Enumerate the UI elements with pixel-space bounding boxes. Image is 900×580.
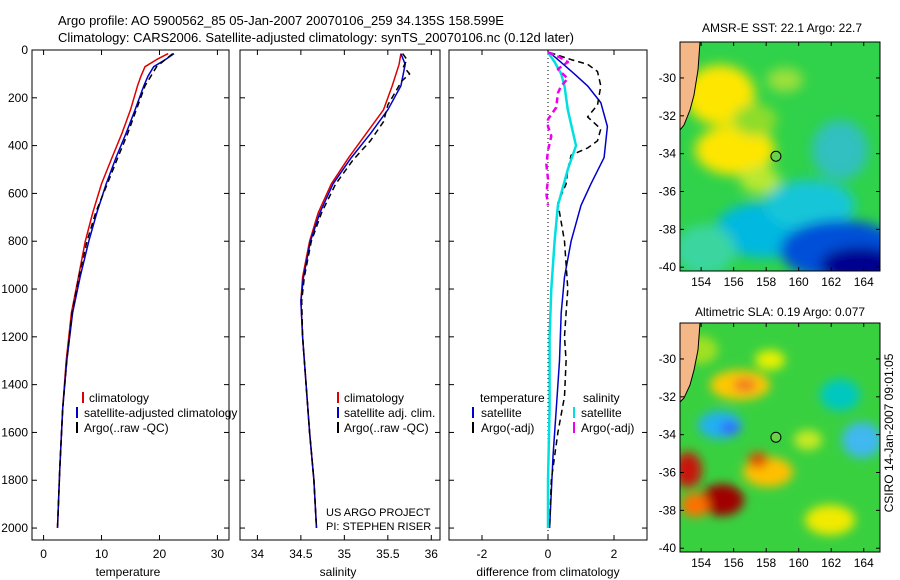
y-tick-label: 2000 — [1, 521, 28, 535]
map-y-tick-label: -40 — [659, 260, 677, 274]
temperature-legend: climatology satellite-adjusted climatolo… — [76, 391, 237, 435]
y-tick-label: 1200 — [1, 330, 28, 344]
map-y-tick-label: -40 — [659, 541, 677, 555]
y-tick-label: 800 — [8, 234, 28, 248]
y-tick-label: 400 — [8, 139, 28, 153]
x-tick-label: 20 — [153, 547, 167, 561]
map-y-tick-label: -32 — [659, 109, 677, 123]
legend-label-climatology: climatology — [344, 391, 404, 405]
sla-map-frame — [679, 322, 881, 553]
series-line-salinity-satellite — [546, 51, 578, 528]
legend-label-climatology: climatology — [89, 391, 149, 405]
legend-label-temp-satellite: satellite — [481, 406, 522, 420]
credit-pi: PI: STEPHEN RISER — [326, 521, 431, 533]
x-tick-label: 2 — [611, 547, 618, 561]
y-tick-label: 1600 — [1, 425, 28, 439]
map-x-tick-label: 154 — [691, 556, 711, 570]
map-x-tick-label: 162 — [821, 275, 841, 289]
sst-map-title: AMSR-E SST: 22.1 Argo: 22.7 — [702, 21, 862, 35]
argo-float-marker — [770, 431, 782, 443]
side-timestamp-label: CSIRO 14-Jan-2007 09:01:05 — [882, 353, 896, 512]
temperature-panel: 0 10 20 30 0 200 400 600 800 1000 1200 1400 1600 1800… — [1, 43, 237, 579]
land-coast — [680, 323, 701, 403]
temperature-axes-box — [31, 49, 230, 541]
y-tick-label: 1800 — [1, 473, 28, 487]
map-x-tick-label: 164 — [854, 275, 874, 289]
sst-map-frame — [679, 41, 881, 272]
difference-plot-area: -2 0 2 — [449, 49, 647, 561]
x-tick-label: 30 — [211, 547, 225, 561]
legend-label-argo: Argo(..raw -QC) — [84, 421, 169, 435]
temperature-plot-area: 0 10 20 30 0 200 400 600 800 1000 1200 1400 1600 1800… — [1, 43, 229, 561]
x-tick-label: 0 — [545, 547, 552, 561]
y-tick-label: 200 — [8, 91, 28, 105]
x-tick-label: 10 — [95, 547, 109, 561]
x-tick-label: -2 — [477, 547, 488, 561]
salinity-plot-area: 34 34.5 35 35.5 36 — [240, 49, 440, 561]
map-y-tick-label: -38 — [659, 222, 677, 236]
map-y-tick-label: -32 — [659, 390, 677, 404]
y-tick-label: 1000 — [1, 282, 28, 296]
legend-label-sal-argo: Argo(-adj) — [581, 421, 634, 435]
map-x-tick-label: 158 — [756, 275, 776, 289]
legend-label-satellite: satellite adj. clim. — [344, 406, 435, 420]
difference-panel: -2 0 2 difference from climatology tempera… — [448, 49, 648, 579]
sla-map-axes: 154 156 158 160 162 164 -30 -32 -34 -36 -38 -40 — [659, 323, 880, 570]
y-tick-label: 600 — [8, 186, 28, 200]
map-x-tick-label: 156 — [724, 275, 744, 289]
salinity-axes-box — [239, 49, 441, 541]
sla-map-panel: Altimetric SLA: 0.19 Argo: 0.077 — [659, 305, 881, 570]
x-tick-label: 35 — [338, 547, 352, 561]
map-y-tick-label: -36 — [659, 466, 677, 480]
salinity-panel: 34 34.5 35 35.5 36 salinity climatology sate… — [239, 49, 441, 579]
x-tick-label: 0 — [40, 547, 47, 561]
map-y-tick-label: -38 — [659, 503, 677, 517]
legend-label-argo: Argo(..raw -QC) — [344, 421, 429, 435]
salinity-legend: climatology satellite adj. clim. Argo(..… — [337, 391, 435, 435]
map-y-tick-label: -36 — [659, 185, 677, 199]
map-x-tick-label: 164 — [854, 556, 874, 570]
header-line-1: Argo profile: AO 5900562_85 05-Jan-2007 … — [58, 13, 504, 28]
x-tick-label: 34 — [251, 547, 265, 561]
sla-field — [680, 336, 880, 535]
y-tick-label: 0 — [21, 43, 28, 57]
sst-field — [680, 65, 880, 271]
header-line-2: Climatology: CARS2006. Satellite-adjuste… — [58, 30, 574, 45]
x-tick-label: 36 — [425, 547, 439, 561]
map-x-tick-label: 162 — [821, 556, 841, 570]
difference-xlabel: difference from climatology — [476, 565, 619, 579]
salinity-xlabel: salinity — [320, 565, 357, 579]
map-x-tick-label: 160 — [789, 275, 809, 289]
map-x-tick-label: 160 — [789, 556, 809, 570]
y-tick-label: 1400 — [1, 378, 28, 392]
series-line-temperature-satellite — [548, 51, 609, 529]
map-y-tick-label: -30 — [659, 71, 677, 85]
x-tick-label: 35.5 — [376, 547, 400, 561]
series-line-argo — [300, 53, 411, 529]
map-y-tick-label: -34 — [659, 428, 677, 442]
land-coast — [680, 42, 701, 131]
legend-label-satellite: satellite-adjusted climatology — [84, 406, 237, 420]
legend-label-temp-argo: Argo(-adj) — [481, 421, 534, 435]
difference-legend: temperature satellite Argo(-adj) salinit… — [472, 391, 634, 435]
series-line-satellite — [56, 52, 175, 529]
sst-map-panel: AMSR-E SST: 22.1 Argo: 22.7 154 156 158 160… — [659, 21, 881, 289]
map-x-tick-label: 156 — [724, 556, 744, 570]
argo-float-marker — [770, 150, 782, 162]
map-x-tick-label: 158 — [756, 556, 776, 570]
map-x-tick-label: 154 — [691, 275, 711, 289]
map-y-tick-label: -30 — [659, 352, 677, 366]
x-tick-label: 34.5 — [289, 547, 313, 561]
series-line-satellite — [300, 53, 406, 529]
temperature-xlabel: temperature — [96, 565, 161, 579]
sla-map-title: Altimetric SLA: 0.19 Argo: 0.077 — [695, 305, 865, 319]
legend-heading-salinity: salinity — [583, 391, 620, 405]
legend-heading-temperature: temperature — [480, 391, 545, 405]
map-y-tick-label: -34 — [659, 147, 677, 161]
legend-label-sal-satellite: satellite — [581, 406, 622, 420]
sst-map-axes: 154 156 158 160 162 164 -30 -32 -34 -36 -38 -40 — [659, 42, 880, 289]
credit-project: US ARGO PROJECT — [326, 507, 431, 519]
